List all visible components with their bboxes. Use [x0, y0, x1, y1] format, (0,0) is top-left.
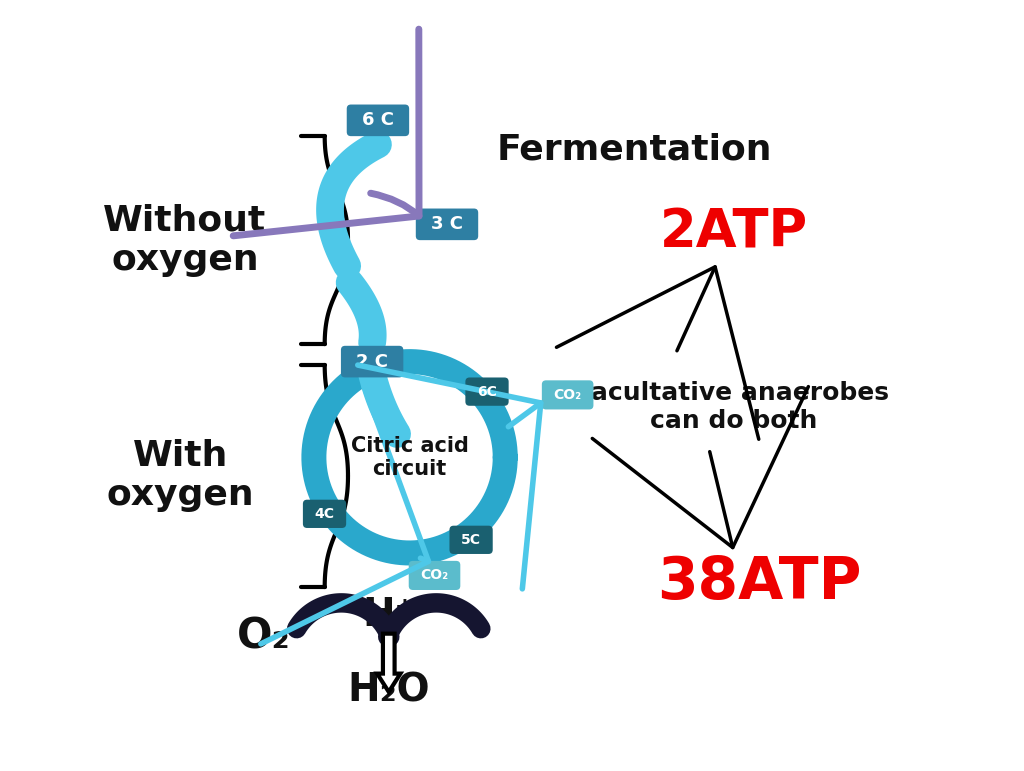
Text: With
oxygen: With oxygen [106, 439, 255, 512]
Text: 3 C: 3 C [431, 215, 463, 234]
Text: 5C: 5C [461, 533, 481, 547]
Text: 4C: 4C [314, 507, 335, 521]
Text: CO₂: CO₂ [421, 568, 449, 582]
Text: H₂O: H₂O [347, 672, 430, 709]
FancyBboxPatch shape [303, 500, 346, 528]
FancyBboxPatch shape [347, 105, 410, 136]
Text: 38ATP: 38ATP [656, 554, 861, 611]
FancyBboxPatch shape [450, 526, 493, 554]
Text: Citric acid
circuit: Citric acid circuit [350, 436, 469, 479]
Text: CO₂: CO₂ [554, 388, 582, 402]
FancyBboxPatch shape [465, 378, 509, 406]
Text: H⁺: H⁺ [362, 596, 416, 635]
Text: Without
oxygen: Without oxygen [103, 204, 266, 277]
FancyBboxPatch shape [416, 208, 478, 240]
FancyBboxPatch shape [341, 346, 403, 378]
Text: 6C: 6C [477, 385, 497, 399]
Text: 2ATP: 2ATP [660, 207, 808, 258]
Text: 2 C: 2 C [356, 352, 388, 371]
FancyBboxPatch shape [542, 380, 594, 409]
FancyBboxPatch shape [409, 561, 461, 590]
Text: Fermentation: Fermentation [497, 133, 772, 167]
Text: facultative anaerobes
can do both: facultative anaerobes can do both [580, 382, 889, 433]
FancyArrow shape [377, 634, 400, 692]
Text: O₂: O₂ [238, 615, 291, 657]
Text: 6 C: 6 C [361, 111, 394, 130]
